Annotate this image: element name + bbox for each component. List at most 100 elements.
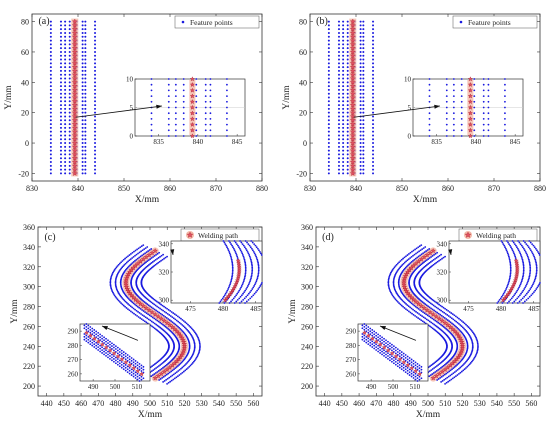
feature-point xyxy=(342,69,345,72)
feature-point xyxy=(464,361,466,364)
inset-feature-point xyxy=(226,95,228,97)
feature-point xyxy=(156,319,159,322)
feature-point xyxy=(346,47,349,50)
feature-point xyxy=(94,168,97,171)
feature-point xyxy=(127,260,129,263)
x-tick-label: 840 xyxy=(72,184,84,193)
inset-feature-point xyxy=(391,346,393,349)
feature-point xyxy=(392,284,395,287)
feature-point xyxy=(359,111,362,114)
feature-point xyxy=(407,258,410,261)
feature-point xyxy=(372,157,375,160)
feature-point xyxy=(49,172,52,175)
feature-point xyxy=(346,81,349,84)
inset-feature-point xyxy=(518,241,521,244)
feature-point xyxy=(436,302,439,305)
feature-point xyxy=(118,300,121,303)
feature-point xyxy=(442,306,445,309)
y-tick-label: 280 xyxy=(23,303,35,312)
feature-point xyxy=(397,268,400,271)
feature-point xyxy=(436,379,439,381)
feature-point xyxy=(84,130,87,133)
feature-point xyxy=(394,265,397,267)
feature-point xyxy=(163,257,165,260)
feature-point xyxy=(180,329,183,331)
feature-point xyxy=(359,28,362,31)
inset-feature-point xyxy=(391,349,393,352)
feature-point xyxy=(471,359,474,362)
inset-weld-star xyxy=(189,121,195,127)
inset-feature-point xyxy=(136,375,139,378)
feature-point xyxy=(475,338,478,341)
inset-feature-point xyxy=(126,356,129,359)
feature-point xyxy=(463,368,466,371)
inset-feature-point xyxy=(259,252,262,255)
feature-point xyxy=(406,304,409,306)
feature-point xyxy=(195,356,198,359)
feature-point xyxy=(412,303,414,306)
feature-point xyxy=(141,264,144,267)
feature-point xyxy=(440,375,443,378)
y-tick-label: 200 xyxy=(23,382,35,391)
inset-feature-point xyxy=(392,350,395,353)
feature-point xyxy=(346,134,349,137)
inset-feature-point xyxy=(182,100,185,103)
inset-feature-point xyxy=(528,247,531,250)
inset-feature-point xyxy=(529,264,531,267)
feature-point xyxy=(472,332,475,335)
feature-point xyxy=(125,307,128,309)
inset-feature-point xyxy=(534,260,537,263)
feature-point xyxy=(162,366,164,369)
inset-feature-point xyxy=(513,243,516,246)
feature-point xyxy=(81,73,84,76)
inset-feature-point xyxy=(99,344,102,347)
feature-point xyxy=(359,54,362,57)
feature-point xyxy=(434,262,436,265)
feature-point xyxy=(337,104,340,107)
weld-star xyxy=(71,98,78,104)
inset-feature-point xyxy=(248,244,251,247)
feature-point xyxy=(438,308,441,311)
inset-feature-point xyxy=(396,348,399,351)
feature-point xyxy=(177,325,179,328)
inset-weld-star xyxy=(189,127,195,133)
inset-feature-point xyxy=(256,277,259,280)
feature-point xyxy=(433,362,435,365)
feature-point xyxy=(169,380,172,383)
inset-feature-point xyxy=(222,295,225,298)
x-tick-label: 510 xyxy=(439,399,451,408)
feature-point xyxy=(342,47,345,50)
inset-feature-point xyxy=(528,274,531,276)
weld-star xyxy=(349,151,356,157)
feature-point xyxy=(470,330,473,332)
feature-point xyxy=(64,47,67,50)
inset-feature-point xyxy=(195,78,198,80)
feature-point xyxy=(113,269,116,271)
feature-point xyxy=(64,145,67,148)
feature-point xyxy=(94,88,97,91)
feature-point xyxy=(182,370,185,373)
feature-point xyxy=(459,318,462,321)
inset-feature-point xyxy=(410,375,413,378)
feature-point xyxy=(445,318,448,320)
feature-point xyxy=(434,305,436,308)
feature-point xyxy=(190,363,193,366)
feature-point xyxy=(84,73,87,76)
feature-point xyxy=(68,145,71,148)
inset-feature-point xyxy=(524,250,527,253)
feature-point xyxy=(359,85,362,88)
feature-point xyxy=(327,92,330,95)
feature-point xyxy=(81,168,84,171)
feature-point xyxy=(408,310,410,313)
feature-point xyxy=(139,255,142,258)
feature-point xyxy=(141,249,144,252)
inset-feature-point xyxy=(252,250,255,253)
feature-point xyxy=(68,50,71,53)
feature-point xyxy=(168,314,171,316)
feature-point xyxy=(187,360,190,363)
feature-point xyxy=(337,168,340,171)
inset-feature-point xyxy=(236,292,239,295)
feature-point xyxy=(431,327,434,330)
feature-point xyxy=(178,326,181,329)
